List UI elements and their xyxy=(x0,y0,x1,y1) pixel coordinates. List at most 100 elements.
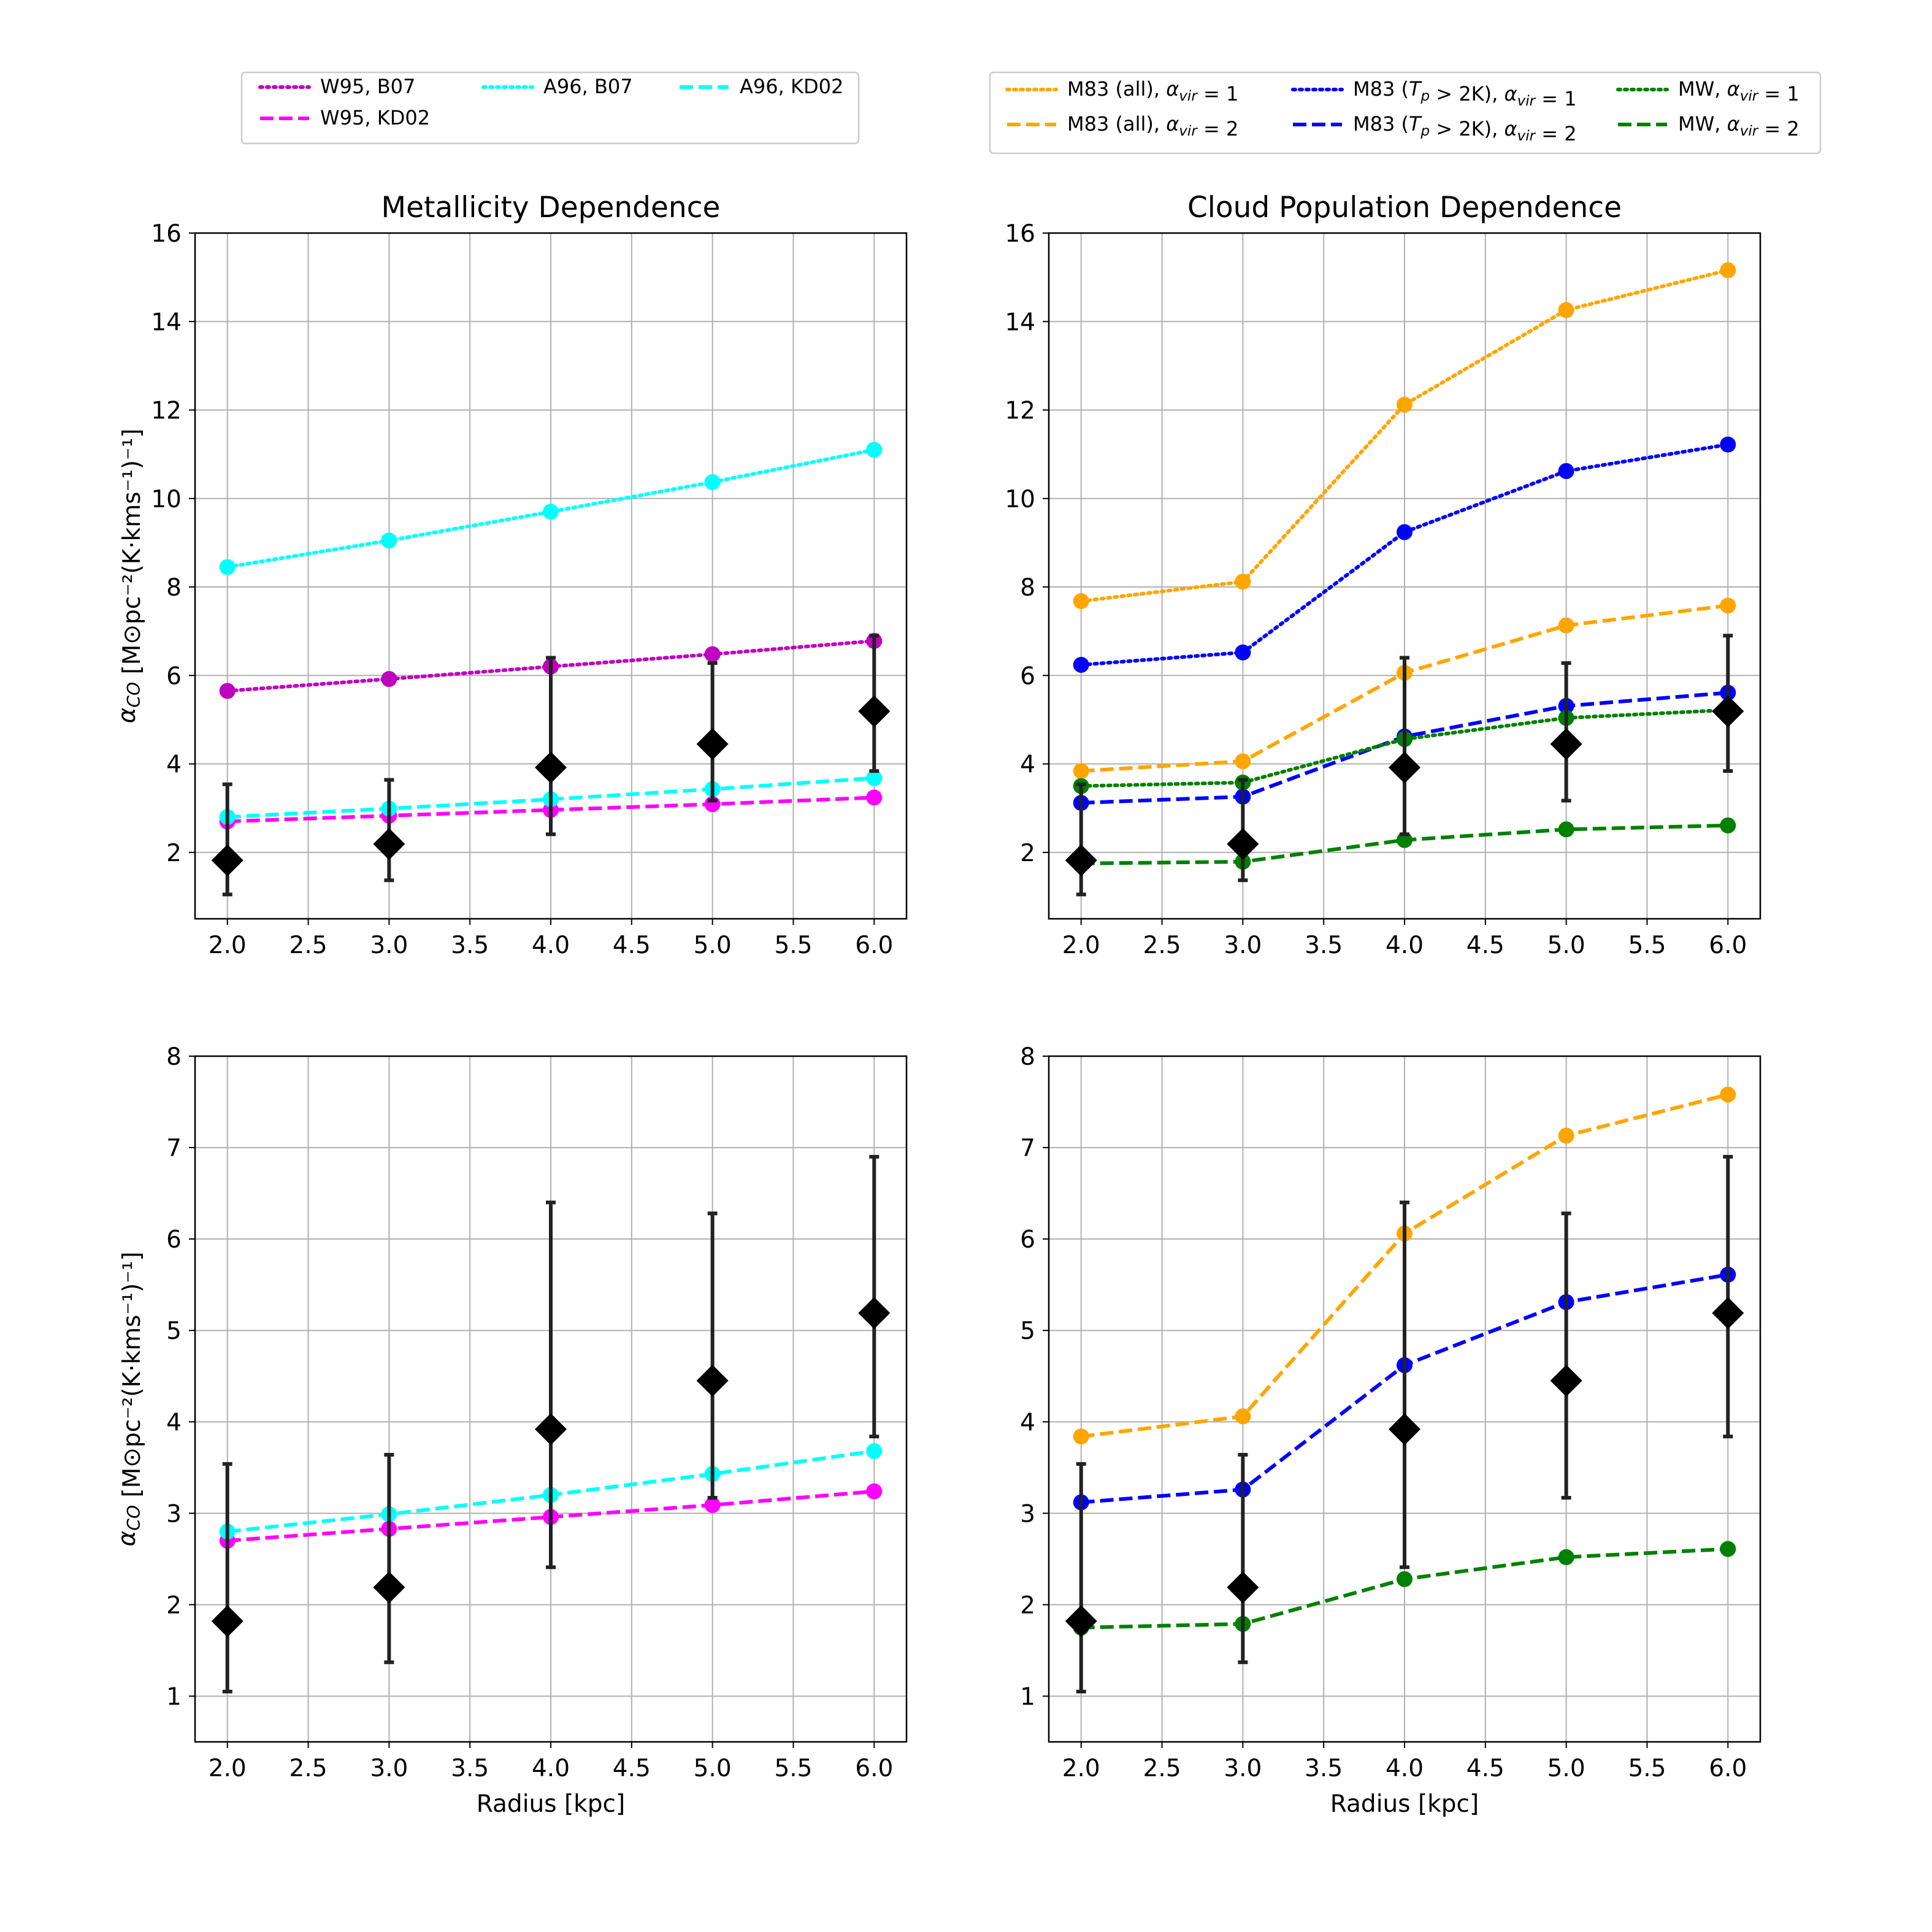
x-tick-label: 5.5 xyxy=(1628,1755,1666,1782)
chart-panel-bottom-right: 2.0 2.5 3.0 3.5 4.0 4.5 5.0 5.5 6.0 1 2 3 4 5 6 7 8 Radiu… xyxy=(1020,1043,1761,1818)
y-tick-label: 14 xyxy=(151,309,182,336)
x-tick-label: 5.5 xyxy=(774,932,812,959)
observed-point xyxy=(1389,1413,1420,1446)
y-tick-label: 8 xyxy=(166,574,182,602)
x-tick-label: 2.5 xyxy=(1143,932,1181,959)
y-tick-label: 3 xyxy=(166,1500,182,1528)
y-tick-label: 7 xyxy=(166,1135,182,1162)
x-tick-label: 4.0 xyxy=(1386,1755,1424,1782)
y-tick-label: 8 xyxy=(1020,1043,1035,1071)
x-tick-label: 2.5 xyxy=(289,932,328,959)
legend-label: A96, B07 xyxy=(543,75,633,98)
x-tick-label: 6.0 xyxy=(855,1755,893,1782)
observed-point xyxy=(211,844,243,876)
series-point xyxy=(1235,644,1251,661)
x-tick-label: 2.0 xyxy=(1062,1755,1100,1782)
x-tick-label: 6.0 xyxy=(1709,932,1747,959)
y-tick-label: 2 xyxy=(166,1592,182,1619)
series-point xyxy=(704,474,721,491)
x-tick-label: 6.0 xyxy=(855,932,893,959)
legend-label: MW, αvir = 1 xyxy=(1678,77,1800,105)
series-point xyxy=(1720,817,1736,834)
series-point xyxy=(1720,597,1736,614)
y-tick-label: 4 xyxy=(166,751,182,779)
x-tick-label: 2.5 xyxy=(289,1755,328,1782)
series-point xyxy=(1073,763,1089,780)
chart-panel-bottom-left: 2.0 2.5 3.0 3.5 4.0 4.5 5.0 5.5 6.0 1 2 3 4 5 6 7 8 Radiu… xyxy=(113,1043,908,1818)
x-tick-label: 5.5 xyxy=(1628,932,1666,959)
axes-frame xyxy=(1048,232,1761,920)
x-tick-label: 4.5 xyxy=(1466,1755,1505,1782)
observed-point xyxy=(696,1365,729,1397)
series-point xyxy=(1397,524,1413,540)
legend-label: M83 (all), αvir = 2 xyxy=(1067,112,1238,140)
observed-point xyxy=(1389,751,1420,784)
series-point xyxy=(1397,1571,1413,1587)
series-point xyxy=(1720,262,1736,278)
observed-point xyxy=(858,695,891,727)
series-point xyxy=(1235,573,1251,590)
chart-title: Metallicity Dependence xyxy=(381,191,721,224)
y-tick-label: 10 xyxy=(1005,486,1035,513)
observed-point xyxy=(1227,828,1259,861)
axes-frame xyxy=(194,1055,908,1743)
y-tick-label: 2 xyxy=(1020,1592,1035,1619)
y-tick-label: 5 xyxy=(1020,1317,1035,1345)
legend-top-right: M83 (all), αvir = 1 M83 (Tp > 2K), αvir =… xyxy=(989,71,1822,155)
observed-point xyxy=(1550,728,1582,761)
legend-label: M83 (Tp > 2K), αvir = 2 xyxy=(1353,112,1577,145)
series-point xyxy=(543,504,559,520)
series-point xyxy=(1720,1086,1736,1103)
x-tick-label: 4.0 xyxy=(532,932,570,959)
x-tick-label: 4.5 xyxy=(613,1755,651,1782)
y-tick-label: 16 xyxy=(1005,220,1035,248)
legend-label: M83 (all), αvir = 1 xyxy=(1067,77,1238,105)
chart-panel-top-left: 2.0 2.5 3.0 3.5 4.0 4.5 5.0 5.5 6.0 2 4 6 8 10 12 14 16 M… xyxy=(113,191,908,959)
series-point xyxy=(1558,302,1574,318)
x-tick-label: 3.0 xyxy=(370,932,408,959)
x-axis-label: Radius [kpc] xyxy=(1330,1790,1479,1818)
y-axis-label-group: αCO [M⊙pc⁻²(K·kms⁻¹)⁻¹] xyxy=(113,1252,146,1547)
plot-area xyxy=(1065,1086,1744,1694)
series-point xyxy=(219,559,236,575)
series-line xyxy=(1079,268,1730,604)
observed-point xyxy=(535,751,567,784)
chart-title: Cloud Population Dependence xyxy=(1187,191,1622,224)
series-point xyxy=(704,646,721,662)
series-point xyxy=(866,442,883,458)
series-point xyxy=(1073,593,1089,610)
y-tick-label: 1 xyxy=(1020,1683,1035,1711)
x-tick-label: 3.5 xyxy=(451,1755,489,1782)
series-point xyxy=(1558,617,1574,634)
series-point xyxy=(1720,436,1736,453)
legend-top-left: W95, B07 A96, B07 A96, KD02 W95, KD02 xyxy=(240,71,860,145)
x-tick-label: 3.0 xyxy=(1224,932,1262,959)
axes-frame xyxy=(194,232,908,920)
x-tick-label: 5.0 xyxy=(1547,932,1585,959)
observed-point xyxy=(1712,1297,1744,1329)
series-point xyxy=(219,683,236,699)
observed-point xyxy=(211,1605,243,1638)
series-point xyxy=(1558,821,1574,838)
legend-label: MW, αvir = 2 xyxy=(1678,112,1800,140)
series-point xyxy=(1073,656,1089,673)
y-tick-label: 2 xyxy=(1020,840,1035,867)
y-tick-label: 3 xyxy=(1020,1500,1035,1528)
legend-label: A96, KD02 xyxy=(740,75,843,98)
x-tick-label: 3.0 xyxy=(1224,1755,1262,1782)
observed-point xyxy=(858,1297,891,1329)
y-tick-label: 12 xyxy=(1005,397,1035,425)
observed-point xyxy=(1065,1605,1097,1638)
series-point xyxy=(1720,1541,1736,1557)
legend-frame xyxy=(240,71,860,145)
x-tick-label: 5.0 xyxy=(1547,1755,1585,1782)
y-tick-label: 4 xyxy=(1020,1409,1035,1436)
series-point xyxy=(381,671,397,688)
observed-point xyxy=(1550,1365,1582,1397)
series-point xyxy=(866,789,883,806)
plot-area xyxy=(211,442,891,897)
y-tick-label: 10 xyxy=(151,486,182,513)
series-point xyxy=(1558,1127,1574,1144)
y-tick-label: 5 xyxy=(166,1317,182,1345)
